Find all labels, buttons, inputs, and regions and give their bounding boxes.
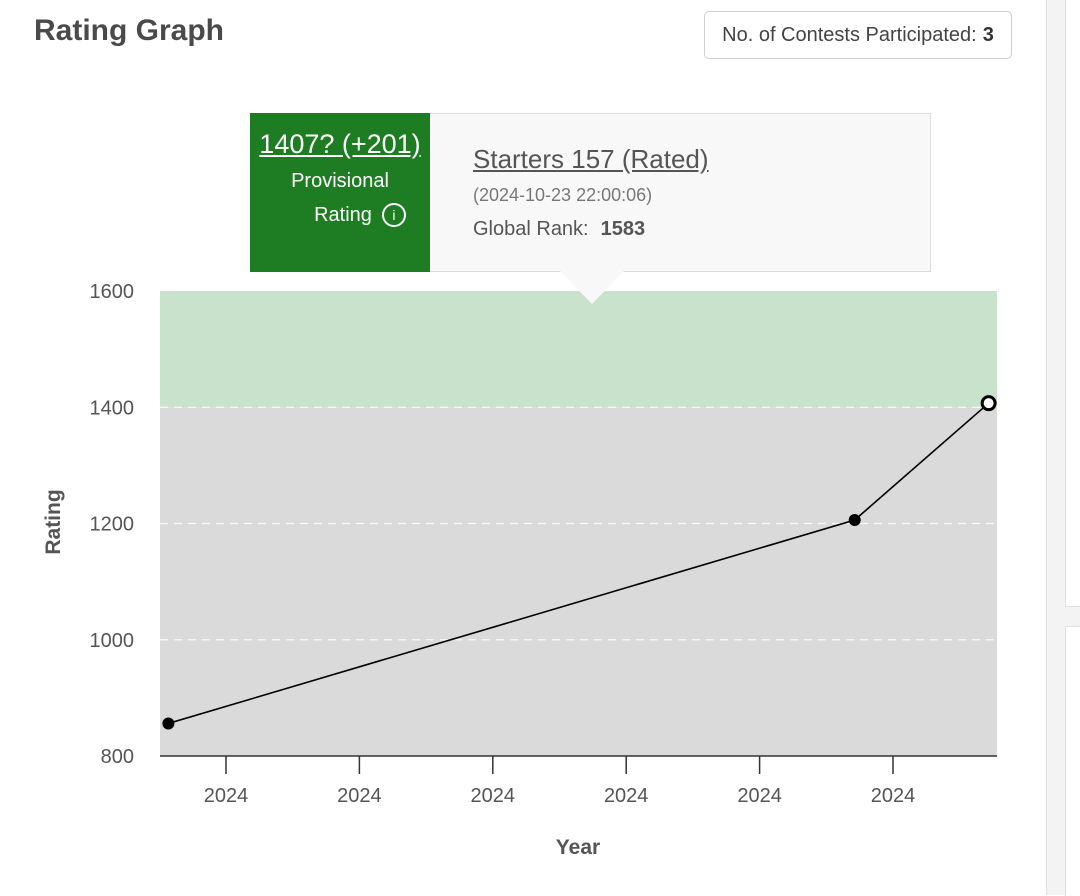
tooltip-arrow [560,271,624,304]
provisional-rating-panel: 1407? (+201) Provisional Rating i [250,113,430,272]
x-tick-label: 2024 [204,785,249,807]
sidebar-card [1065,0,1080,607]
y-tick-label: 1200 [90,514,135,536]
rating-point [162,717,175,730]
rating-change[interactable]: 1407? (+201) [259,129,421,159]
x-axis-title: Year [556,836,600,859]
y-axis-ticks: 800 1000 1200 1400 1600 [90,281,135,768]
sidebar-card [1065,626,1080,896]
contests-count: 3 [982,23,994,46]
x-tick-label: 2024 [471,785,516,807]
y-axis-title: Rating [42,489,65,554]
contests-participated-badge: No. of Contests Participated: 3 [704,11,1012,59]
x-tick-label: 2024 [737,785,782,807]
x-axis: 2024 2024 2024 2024 2024 2024 [160,755,997,807]
y-tick-label: 1000 [90,630,135,652]
provisional-label: Provisional [291,170,389,192]
global-rank-label: Global Rank: [473,218,589,240]
rating-series [162,395,997,730]
x-tick-label: 2024 [337,785,382,807]
contest-link[interactable]: Starters 157 (Rated) [473,144,709,174]
x-tick-label: 2024 [604,785,649,807]
page-title: Rating Graph [34,14,225,47]
rating-band-0 [160,407,997,756]
y-tick-label: 800 [101,746,134,768]
rating-point [848,514,861,527]
contest-date: (2024-10-23 22:00:06) [473,185,653,205]
rating-band-1 [160,291,997,408]
rating-label: Rating [314,203,372,226]
rating-bands [160,291,997,756]
provisional-rating-point [980,395,997,412]
info-icon[interactable]: i [381,203,406,227]
contest-info-panel: Starters 157 (Rated) (2024-10-23 22:00:0… [430,113,931,272]
y-tick-label: 1400 [90,397,135,419]
rating-tooltip: 1407? (+201) Provisional Rating i Starte… [250,113,931,304]
global-rank-value: 1583 [600,218,646,240]
y-tick-label: 1600 [90,281,135,303]
right-sidebar [1046,0,1080,896]
contests-label: No. of Contests Participated: [722,23,977,46]
x-tick-label: 2024 [871,785,916,807]
